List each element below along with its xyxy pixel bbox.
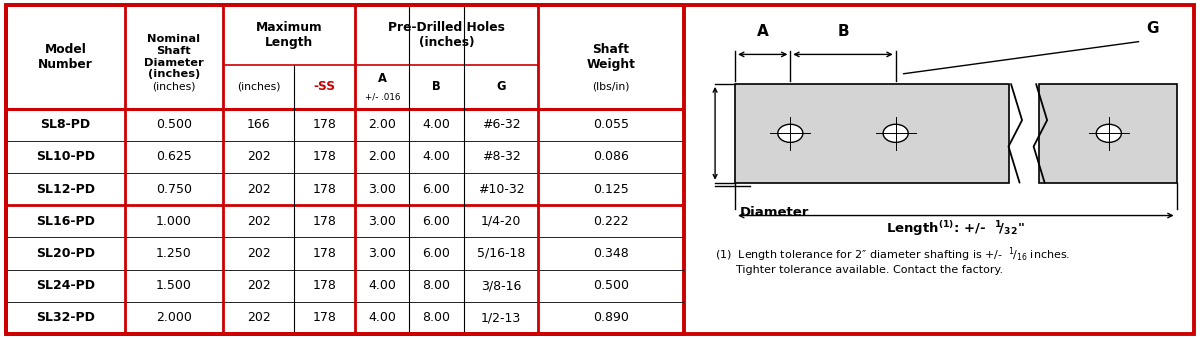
Text: 4.00: 4.00 bbox=[368, 279, 396, 292]
Text: 3.00: 3.00 bbox=[368, 183, 396, 196]
Text: 178: 178 bbox=[313, 151, 336, 163]
Text: 178: 178 bbox=[313, 279, 336, 292]
Text: 3.00: 3.00 bbox=[368, 215, 396, 228]
Text: 4.00: 4.00 bbox=[422, 151, 450, 163]
Polygon shape bbox=[736, 84, 1008, 183]
Text: G: G bbox=[1146, 21, 1159, 36]
Text: (lbs/in): (lbs/in) bbox=[593, 82, 630, 92]
Text: 5/16-18: 5/16-18 bbox=[476, 247, 526, 260]
Text: 1/4-20: 1/4-20 bbox=[481, 215, 521, 228]
Text: 202: 202 bbox=[247, 279, 270, 292]
Text: 3/8-16: 3/8-16 bbox=[481, 279, 521, 292]
Ellipse shape bbox=[778, 124, 803, 142]
Text: 178: 178 bbox=[313, 183, 336, 196]
Text: +/- .016: +/- .016 bbox=[365, 92, 400, 101]
Text: SL8-PD: SL8-PD bbox=[41, 118, 90, 131]
Text: 166: 166 bbox=[247, 118, 270, 131]
Polygon shape bbox=[1039, 84, 1176, 183]
Text: 6.00: 6.00 bbox=[422, 215, 450, 228]
Text: G: G bbox=[496, 80, 505, 94]
Text: Nominal
Shaft
Diameter
(inches): Nominal Shaft Diameter (inches) bbox=[144, 35, 204, 79]
Text: SL20-PD: SL20-PD bbox=[36, 247, 95, 260]
Text: SL32-PD: SL32-PD bbox=[36, 311, 95, 324]
Text: 0.500: 0.500 bbox=[156, 118, 192, 131]
Text: 3.00: 3.00 bbox=[368, 247, 396, 260]
Text: 2.000: 2.000 bbox=[156, 311, 192, 324]
Text: Pre-Drilled Holes
(inches): Pre-Drilled Holes (inches) bbox=[389, 21, 505, 49]
Text: 1.500: 1.500 bbox=[156, 279, 192, 292]
Text: Model
Number: Model Number bbox=[38, 43, 92, 71]
Text: SL24-PD: SL24-PD bbox=[36, 279, 95, 292]
Text: 4.00: 4.00 bbox=[368, 311, 396, 324]
Text: 2.00: 2.00 bbox=[368, 151, 396, 163]
Text: (1)  Length tolerance for 2″ diameter shafting is +/-  $^1\!/_{16}$ inches.
    : (1) Length tolerance for 2″ diameter sha… bbox=[715, 245, 1070, 275]
Text: Diameter: Diameter bbox=[740, 206, 810, 219]
Text: 6.00: 6.00 bbox=[422, 183, 450, 196]
Text: 1.000: 1.000 bbox=[156, 215, 192, 228]
Text: SL16-PD: SL16-PD bbox=[36, 215, 95, 228]
Text: B: B bbox=[838, 24, 848, 39]
Text: (inches): (inches) bbox=[152, 82, 196, 92]
Text: 2.00: 2.00 bbox=[368, 118, 396, 131]
Text: #10-32: #10-32 bbox=[478, 183, 524, 196]
Text: 0.222: 0.222 bbox=[593, 215, 629, 228]
Text: 0.086: 0.086 bbox=[593, 151, 629, 163]
Text: 4.00: 4.00 bbox=[422, 118, 450, 131]
Text: 0.750: 0.750 bbox=[156, 183, 192, 196]
Ellipse shape bbox=[883, 124, 908, 142]
Text: B: B bbox=[432, 80, 440, 94]
Text: 1/2-13: 1/2-13 bbox=[481, 311, 521, 324]
Text: A: A bbox=[378, 72, 386, 85]
Text: Shaft
Weight: Shaft Weight bbox=[587, 43, 636, 71]
Text: (inches): (inches) bbox=[236, 82, 281, 92]
Text: SL12-PD: SL12-PD bbox=[36, 183, 95, 196]
Text: A: A bbox=[757, 24, 769, 39]
Text: 202: 202 bbox=[247, 151, 270, 163]
Text: 0.125: 0.125 bbox=[593, 183, 629, 196]
Text: 178: 178 bbox=[313, 118, 336, 131]
Text: 8.00: 8.00 bbox=[422, 279, 450, 292]
Text: 202: 202 bbox=[247, 183, 270, 196]
Text: -SS: -SS bbox=[313, 80, 336, 94]
Text: 6.00: 6.00 bbox=[422, 247, 450, 260]
Text: 202: 202 bbox=[247, 311, 270, 324]
Text: 0.348: 0.348 bbox=[593, 247, 629, 260]
Text: SL10-PD: SL10-PD bbox=[36, 151, 95, 163]
Text: 178: 178 bbox=[313, 247, 336, 260]
Text: 0.500: 0.500 bbox=[593, 279, 629, 292]
Text: #8-32: #8-32 bbox=[481, 151, 521, 163]
Text: 8.00: 8.00 bbox=[422, 311, 450, 324]
Ellipse shape bbox=[1097, 124, 1121, 142]
Text: 178: 178 bbox=[313, 215, 336, 228]
Text: 202: 202 bbox=[247, 247, 270, 260]
Text: Length$\mathbf{^{(1)}}$: +/-  $\mathbf{^1\!/_{32}}$": Length$\mathbf{^{(1)}}$: +/- $\mathbf{^1… bbox=[887, 219, 1025, 238]
Text: 202: 202 bbox=[247, 215, 270, 228]
Text: Maximum
Length: Maximum Length bbox=[256, 21, 323, 49]
Text: 0.625: 0.625 bbox=[156, 151, 192, 163]
Text: 1.250: 1.250 bbox=[156, 247, 192, 260]
Text: 0.055: 0.055 bbox=[593, 118, 629, 131]
Text: 178: 178 bbox=[313, 311, 336, 324]
Text: 0.890: 0.890 bbox=[593, 311, 629, 324]
Text: #6-32: #6-32 bbox=[481, 118, 521, 131]
